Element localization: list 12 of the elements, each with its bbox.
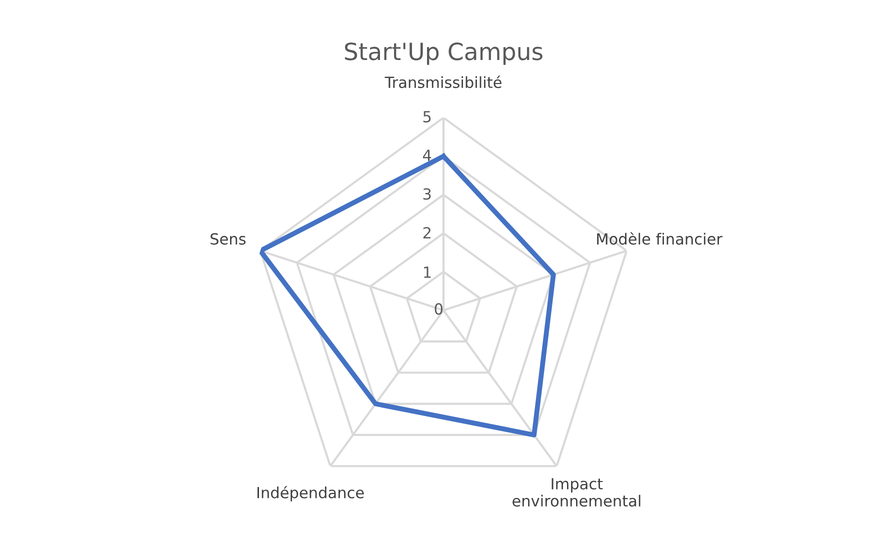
spoke-label: Sens bbox=[210, 233, 246, 245]
spoke-label: Transmissibilité bbox=[384, 76, 502, 88]
spoke-label: Modèle financier bbox=[597, 232, 722, 245]
y-tick-label: 0 bbox=[434, 303, 442, 315]
y-tick-label: 2 bbox=[423, 227, 430, 238]
chart-title: Start'Up Campus bbox=[344, 42, 542, 65]
y-tick-label: 1 bbox=[424, 266, 431, 278]
spoke-label: Impact environnemental bbox=[512, 478, 640, 507]
y-tick-label: 4 bbox=[422, 150, 432, 161]
y-tick-label: 5 bbox=[423, 111, 431, 122]
y-tick-label: 3 bbox=[423, 188, 431, 200]
spoke-label: Indépendance bbox=[257, 486, 364, 502]
